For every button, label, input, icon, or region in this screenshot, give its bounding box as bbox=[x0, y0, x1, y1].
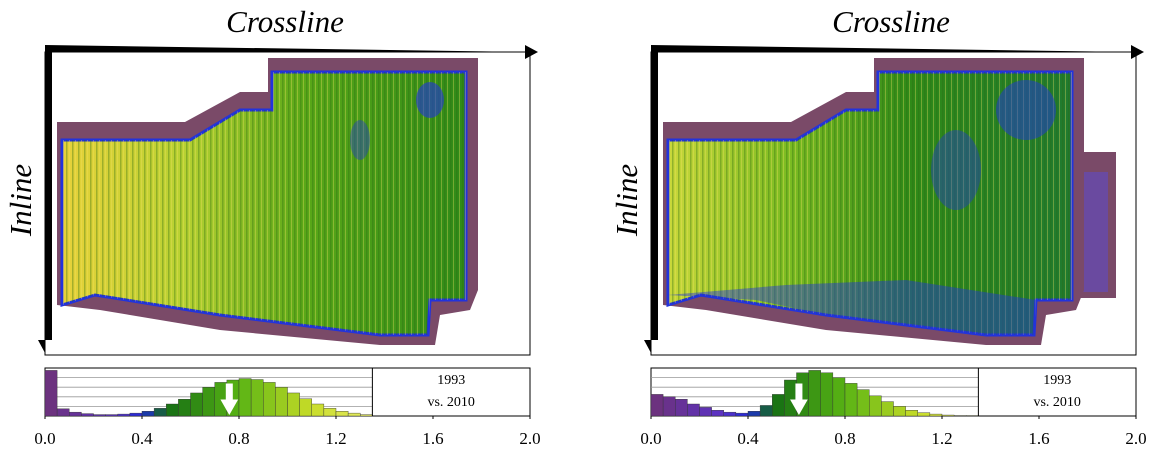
histogram-bar bbox=[166, 404, 178, 416]
histogram-bar bbox=[275, 387, 287, 416]
histogram-bar bbox=[348, 413, 360, 416]
map-patch bbox=[931, 130, 981, 210]
axis-title: Crossline bbox=[832, 4, 950, 39]
histogram-bar bbox=[57, 409, 69, 416]
histogram-bar bbox=[130, 413, 142, 416]
histogram-bar bbox=[118, 414, 130, 416]
map-patch bbox=[1080, 172, 1108, 292]
histogram-bar bbox=[784, 380, 796, 416]
histogram-bar bbox=[360, 415, 372, 416]
histogram-bar bbox=[288, 393, 300, 416]
histogram-bar bbox=[809, 370, 821, 416]
x-tick-label: 1.2 bbox=[931, 429, 952, 448]
map-patch bbox=[416, 82, 444, 118]
histogram-bar bbox=[312, 404, 324, 416]
histogram-bar bbox=[663, 397, 675, 416]
x-tick-label: 0.0 bbox=[34, 429, 55, 448]
histogram-bar bbox=[336, 411, 348, 416]
axis-title: Inline bbox=[609, 164, 644, 238]
histogram-bar bbox=[942, 415, 954, 416]
panel: Crossline Inline 1993 vs. 2010 0.0 0.4 0.8 1.… bbox=[609, 4, 1147, 448]
histogram-bar bbox=[748, 411, 760, 416]
histogram-bar bbox=[894, 406, 906, 416]
histogram-bar bbox=[94, 415, 106, 416]
histogram-bar bbox=[906, 410, 918, 416]
histogram-bar bbox=[651, 394, 663, 416]
histogram-bar bbox=[106, 415, 118, 416]
x-tick-label: 1.2 bbox=[325, 429, 346, 448]
map-patch bbox=[996, 80, 1056, 140]
histogram-bar bbox=[45, 370, 57, 416]
histogram-bar bbox=[881, 402, 893, 416]
histogram-bar bbox=[263, 382, 275, 416]
histogram-bar bbox=[772, 394, 784, 416]
histogram-bar bbox=[857, 390, 869, 416]
x-tick-label: 0.4 bbox=[737, 429, 759, 448]
histogram-bar bbox=[203, 387, 215, 416]
x-tick-label: 1.6 bbox=[1028, 429, 1049, 448]
axis-title: Crossline bbox=[226, 4, 344, 39]
histogram-bar bbox=[821, 373, 833, 416]
histogram-bar bbox=[712, 410, 724, 416]
map-texture bbox=[62, 72, 466, 335]
histogram-bar bbox=[178, 399, 190, 416]
figure: Crossline Inline 1993 vs. 2010 0.0 0.4 0.8 1.… bbox=[0, 0, 1150, 454]
x-tick-label: 0.8 bbox=[834, 429, 855, 448]
x-tick-label: 2.0 bbox=[1125, 429, 1146, 448]
histogram-bar bbox=[760, 405, 772, 416]
axis-arrow bbox=[45, 45, 538, 59]
histogram-bar bbox=[687, 404, 699, 416]
histogram-bar bbox=[81, 414, 93, 416]
histogram-bar bbox=[833, 378, 845, 416]
histogram-bar bbox=[675, 399, 687, 416]
histogram-bar bbox=[724, 412, 736, 416]
histogram-bar bbox=[869, 396, 881, 416]
histogram-bar bbox=[930, 414, 942, 416]
x-tick-label: 0.4 bbox=[131, 429, 153, 448]
axis-title: Inline bbox=[3, 164, 38, 238]
annotation: vs. 2010 bbox=[1033, 395, 1080, 410]
x-tick-label: 0.8 bbox=[228, 429, 249, 448]
map-patch bbox=[350, 120, 370, 160]
histogram-bar bbox=[700, 407, 712, 416]
histogram-bar bbox=[251, 380, 263, 416]
x-tick-label: 1.6 bbox=[422, 429, 443, 448]
histogram-bar bbox=[69, 412, 81, 416]
histogram-bar bbox=[736, 413, 748, 416]
histogram-bar bbox=[142, 411, 154, 416]
histogram-bar bbox=[324, 408, 336, 416]
histogram-bar bbox=[215, 382, 227, 416]
annotation: 1993 bbox=[1043, 373, 1071, 388]
histogram-bar bbox=[239, 379, 251, 416]
x-tick-label: 0.0 bbox=[640, 429, 661, 448]
histogram-bar bbox=[300, 399, 312, 416]
annotation: vs. 2010 bbox=[427, 395, 474, 410]
histogram-bar bbox=[845, 383, 857, 416]
axis-arrow bbox=[651, 45, 1144, 59]
panel: Crossline Inline 1993 vs. 2010 0.0 0.4 0.8 1.… bbox=[3, 4, 541, 448]
annotation: 1993 bbox=[437, 373, 465, 388]
histogram-bar bbox=[918, 413, 930, 416]
axis-arrow bbox=[644, 52, 658, 353]
axis-arrow bbox=[38, 52, 52, 353]
x-tick-label: 2.0 bbox=[519, 429, 540, 448]
histogram-bar bbox=[154, 408, 166, 416]
histogram-bar bbox=[191, 393, 203, 416]
